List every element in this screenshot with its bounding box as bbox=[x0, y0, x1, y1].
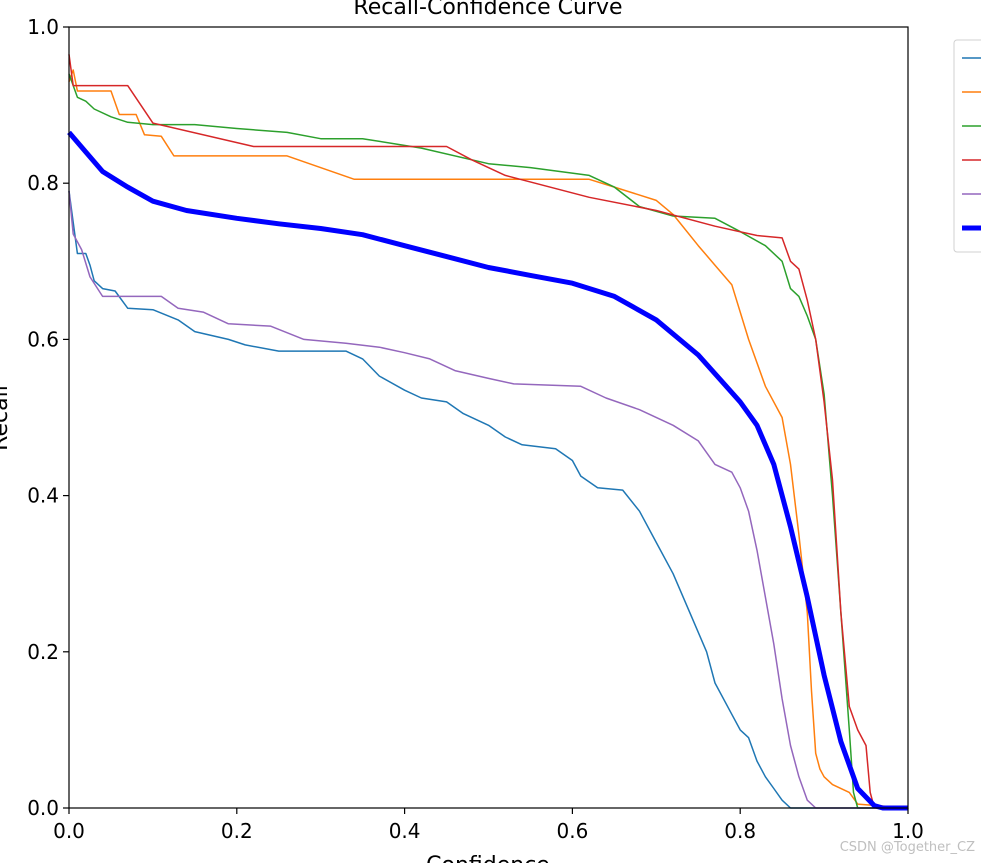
y-tick-label: 0.4 bbox=[27, 484, 59, 508]
watermark: CSDN @Together_CZ bbox=[839, 840, 975, 855]
y-tick-label: 0.2 bbox=[27, 640, 59, 664]
legend-box bbox=[953, 39, 981, 253]
x-axis-label: Confidence bbox=[426, 853, 550, 863]
x-tick-label: 0.0 bbox=[53, 819, 85, 843]
chart-title: Recall-Confidence Curve bbox=[353, 0, 622, 20]
x-tick-label: 0.8 bbox=[724, 819, 756, 843]
series-group bbox=[67, 54, 909, 811]
x-ticks: 0.0 0.2 0.4 0.6 0.8 1.0 bbox=[53, 808, 924, 843]
x-tick-label: 0.4 bbox=[389, 819, 421, 843]
y-tick-label: 1.0 bbox=[27, 15, 59, 39]
legend bbox=[953, 39, 981, 253]
series-line-6 bbox=[67, 130, 908, 811]
series-line-4 bbox=[68, 54, 908, 809]
series-line-1 bbox=[68, 190, 908, 809]
y-axis-label: Recall bbox=[0, 385, 13, 451]
series-line-2 bbox=[68, 69, 909, 809]
plot-frame bbox=[68, 26, 909, 809]
x-tick-label: 0.6 bbox=[556, 819, 588, 843]
y-tick-label: 0.8 bbox=[27, 171, 59, 195]
series-line-5 bbox=[68, 190, 908, 809]
x-tick-label: 0.2 bbox=[221, 819, 253, 843]
y-tick-label: 0.6 bbox=[27, 327, 59, 351]
y-ticks: 0.0 0.2 0.4 0.6 0.8 1.0 bbox=[27, 15, 69, 820]
y-tick-label: 0.0 bbox=[27, 796, 59, 820]
x-tick-label: 1.0 bbox=[892, 819, 924, 843]
